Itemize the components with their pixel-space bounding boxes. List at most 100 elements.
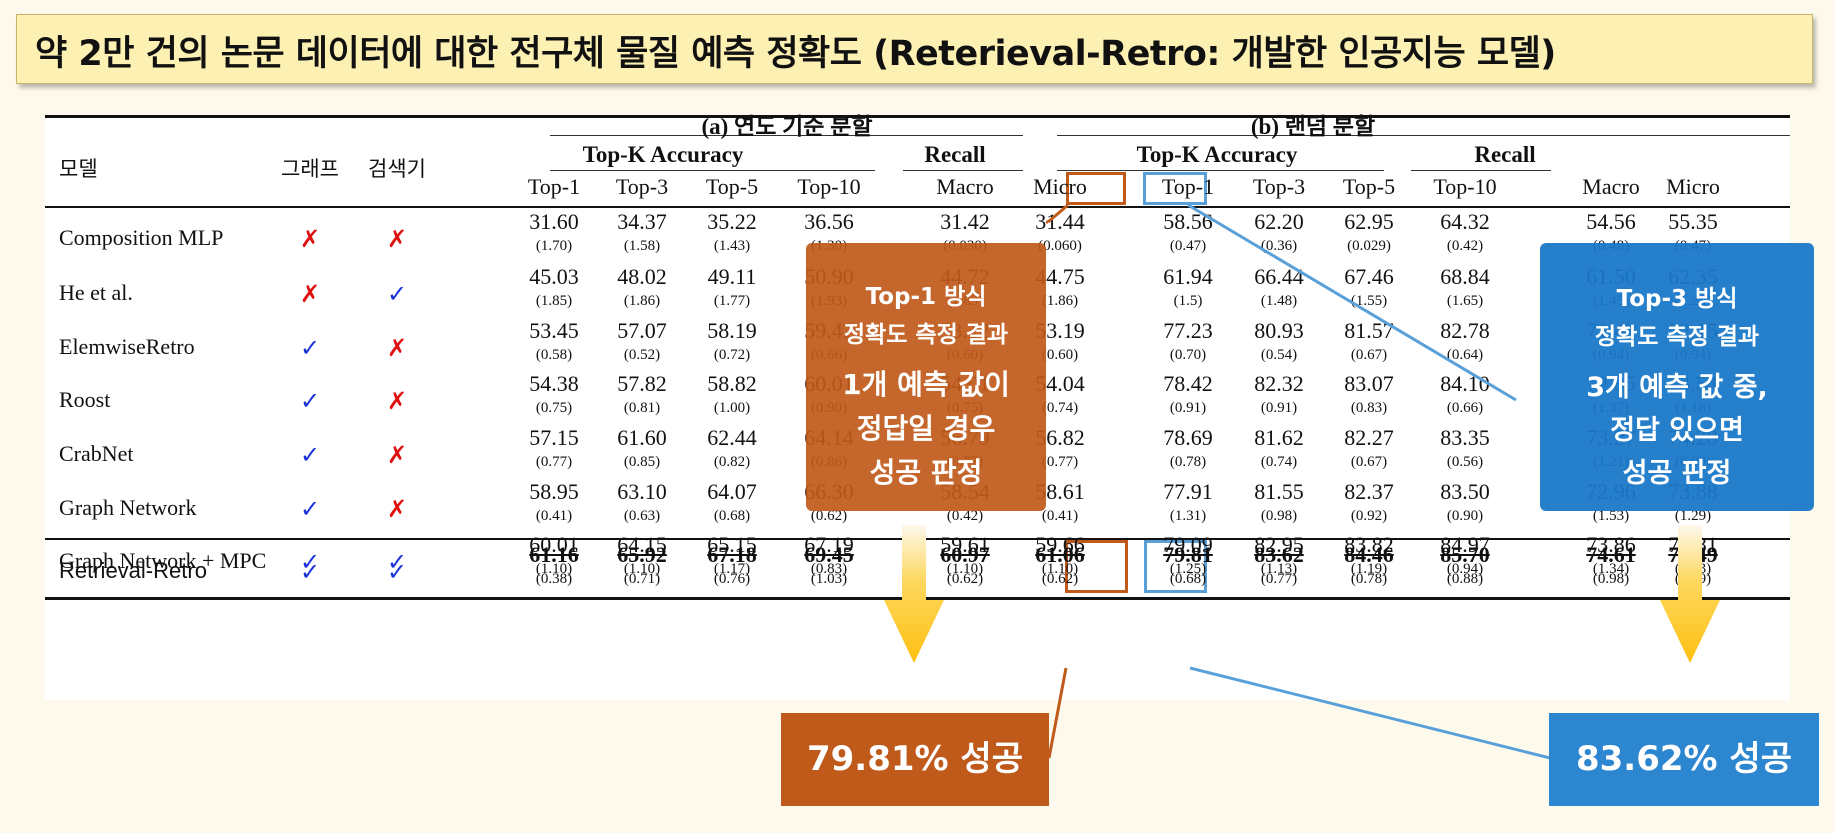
std-cell: (1.58)	[623, 238, 661, 254]
value-cell: 48.02	[617, 264, 667, 289]
std-cell: (0.66)	[1446, 400, 1484, 416]
header-retriever: 검색기	[368, 157, 426, 181]
value-cell: 84.97	[1440, 532, 1490, 557]
std-cell: (1.19)	[1350, 561, 1388, 577]
value-cell: 64.07	[707, 479, 757, 504]
value-cell: 63.10	[617, 479, 667, 504]
std-cell: (0.60)	[1041, 347, 1079, 363]
value-cell: 83.07	[1344, 371, 1394, 396]
std-cell: (1.10)	[946, 561, 984, 577]
value-cell: 82.95	[1254, 532, 1304, 557]
std-cell: (1.48)	[1260, 293, 1298, 309]
value-cell: 81.62	[1254, 425, 1304, 450]
std-cell: (1.31)	[1169, 508, 1207, 524]
std-cell: (1.34)	[1592, 561, 1630, 577]
std-cell: (0.74)	[1041, 400, 1079, 416]
std-cell: (0.68)	[1169, 571, 1207, 587]
std-cell: (1.70)	[535, 238, 573, 254]
down-arrow-icon	[1660, 525, 1720, 663]
value-cell: 83.35	[1440, 425, 1490, 450]
std-cell: (0.70)	[1169, 347, 1207, 363]
std-cell: (1.03)	[810, 571, 848, 587]
value-cell: 61.06	[1035, 542, 1085, 567]
std-cell: (0.76)	[713, 571, 751, 587]
std-cell: (0.63)	[623, 508, 661, 524]
header-bottom-rule	[45, 206, 1790, 208]
top3-result-text: 83.62% 성공	[1575, 739, 1792, 779]
check-mark-icon: ✓	[386, 548, 408, 576]
top1-header-highlight	[1066, 172, 1126, 205]
std-cell: (1.10)	[535, 561, 573, 577]
top3-callout-connector	[1187, 203, 1517, 402]
top1-callout-body-3: 성공 판정	[869, 456, 983, 489]
check-mark-icon: ✓	[386, 558, 408, 586]
value-cell: 83.82	[1344, 532, 1394, 557]
std-cell: (1.55)	[1350, 293, 1388, 309]
value-cell: 65.15	[707, 532, 757, 557]
header-recall-b: Recall	[1474, 142, 1536, 167]
std-cell: (0.67)	[1350, 347, 1388, 363]
std-cell: (0.67)	[1350, 454, 1388, 470]
cross-mark-icon: ✗	[386, 387, 408, 415]
value-cell: 49.11	[707, 264, 757, 289]
subheader-1: Top-3	[615, 174, 669, 199]
check-mark-icon: ✓	[299, 495, 321, 523]
subheader-0: Top-1	[527, 174, 581, 199]
recall-b-underline	[1411, 170, 1551, 171]
value-cell: 34.37	[617, 209, 667, 234]
value-cell: 83.50	[1440, 479, 1490, 504]
cross-mark-icon: ✗	[386, 225, 408, 253]
top3-best-highlight	[1144, 540, 1207, 593]
subheader-7: Top-3	[1252, 174, 1306, 199]
std-cell: (1.86)	[1041, 293, 1079, 309]
value-cell: 85.70	[1440, 542, 1490, 567]
value-cell: 82.37	[1344, 479, 1394, 504]
std-cell: (0.56)	[1446, 454, 1484, 470]
value-cell: 45.03	[529, 264, 579, 289]
model-name: Roost	[59, 387, 111, 412]
std-cell: (0.36)	[1260, 238, 1298, 254]
value-cell: 59.61	[940, 532, 990, 557]
table-top-rule	[45, 115, 1790, 118]
value-cell: 67.19	[804, 532, 854, 557]
top1-callout-title-2: 정확도 측정 결과	[843, 322, 1009, 348]
cross-mark-icon: ✗	[299, 280, 321, 308]
check-mark-icon: ✓	[299, 441, 321, 469]
std-cell: (0.029)	[1347, 238, 1391, 254]
std-cell: (0.88)	[1446, 571, 1484, 587]
model-name: Graph Network	[59, 495, 197, 520]
std-cell: (0.52)	[623, 347, 661, 363]
std-cell: (1.77)	[713, 293, 751, 309]
top1-callout-body-1: 1개 예측 값이	[842, 368, 1010, 401]
top3-callout-title-1: Top-3 방식	[1616, 286, 1738, 312]
std-cell: (0.78)	[1169, 454, 1207, 470]
value-cell: 31.60	[529, 209, 579, 234]
value-cell: 62.95	[1344, 209, 1394, 234]
std-cell: (0.81)	[623, 400, 661, 416]
std-cell: (0.94)	[1446, 561, 1484, 577]
std-cell: (1.00)	[713, 400, 751, 416]
group-b-underline	[1057, 135, 1790, 136]
value-cell: 31.42	[940, 209, 990, 234]
header-group-a: (a) 연도 기준 분할	[701, 114, 873, 139]
value-cell: 35.22	[707, 209, 757, 234]
value-cell: 62.20	[1254, 209, 1304, 234]
std-cell: (1.65)	[1446, 293, 1484, 309]
subheader-2: Top-5	[705, 174, 759, 199]
top3-result-box: 83.62% 성공	[1549, 713, 1819, 806]
check-mark-icon: ✓	[299, 334, 321, 362]
std-cell: (0.060)	[1038, 238, 1082, 254]
top1-best-highlight	[1065, 540, 1128, 593]
value-cell: 54.38	[529, 371, 579, 396]
value-cell: 67.18	[707, 542, 757, 567]
header-model: 모델	[59, 157, 98, 181]
std-cell: (0.78)	[1350, 571, 1388, 587]
top3-callout-body-1: 3개 예측 값 중,	[1586, 372, 1768, 403]
std-cell: (0.42)	[1446, 238, 1484, 254]
std-cell: (0.64)	[1446, 347, 1484, 363]
value-cell: 58.95	[529, 479, 579, 504]
std-cell: (0.54)	[1260, 347, 1298, 363]
std-cell: (0.77)	[535, 454, 573, 470]
check-mark-icon: ✓	[299, 548, 321, 576]
